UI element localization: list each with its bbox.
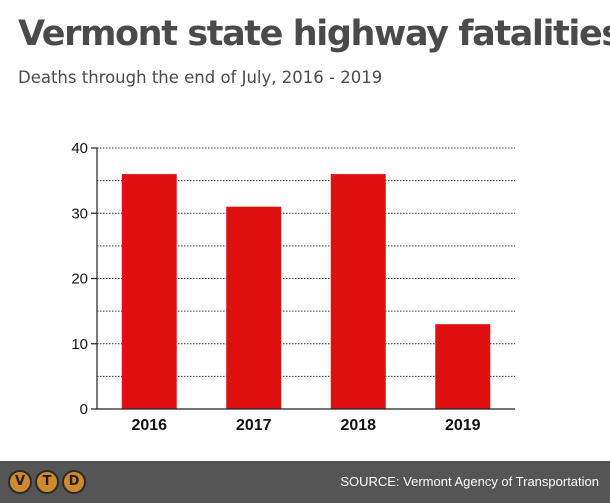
x-tick-label-2018: 2018 bbox=[340, 417, 376, 434]
y-tick-label-30: 30 bbox=[71, 205, 88, 222]
y-tick-label-40: 40 bbox=[71, 140, 88, 157]
logo-letter-t: T bbox=[35, 470, 59, 494]
bar-2016 bbox=[121, 174, 177, 409]
logo-letter-v: V bbox=[8, 470, 32, 494]
y-tick-label-20: 20 bbox=[71, 271, 88, 288]
bar-2017 bbox=[226, 206, 282, 409]
source-note: SOURCE: Vermont Agency of Transportation bbox=[340, 474, 599, 489]
bar-2018 bbox=[330, 174, 386, 409]
x-tick-label-2017: 2017 bbox=[236, 417, 272, 434]
x-tick-label-2016: 2016 bbox=[131, 417, 167, 434]
bar-chart: 2016 2017 2018 2019 0 10 20 30 40 bbox=[71, 140, 515, 434]
x-tick-label-2019: 2019 bbox=[445, 417, 481, 434]
logo-letter-d: D bbox=[62, 470, 86, 494]
chart-title: Vermont state highway fatalities bbox=[18, 14, 610, 54]
y-tick-label-10: 10 bbox=[71, 336, 88, 353]
footer-bar: V T D SOURCE: Vermont Agency of Transpor… bbox=[0, 461, 610, 503]
bar-2019 bbox=[435, 324, 491, 409]
vtd-logo: V T D bbox=[8, 470, 86, 494]
chart-subtitle: Deaths through the end of July, 2016 - 2… bbox=[18, 68, 383, 87]
y-tick-label-0: 0 bbox=[80, 401, 88, 418]
